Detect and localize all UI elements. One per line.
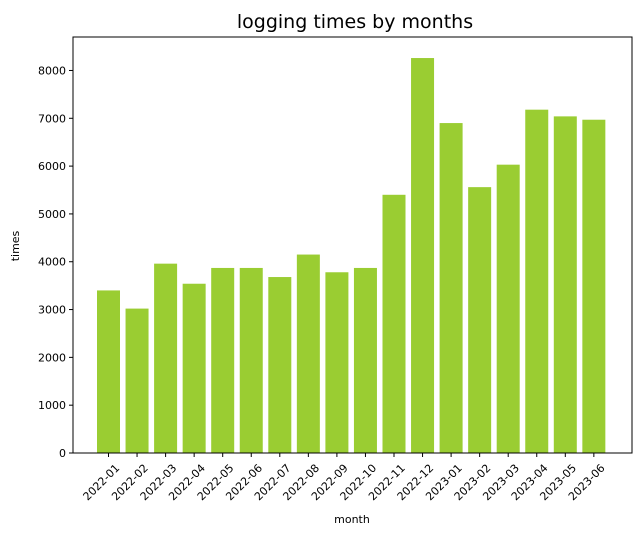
y-tick-label: 8000	[38, 64, 66, 77]
y-axis: 0 1000 2000 3000 4000 5000 6000 7000 8000	[38, 64, 73, 460]
plot-frame	[72, 36, 633, 454]
bar-2022-04	[182, 283, 206, 453]
bars-layer	[97, 58, 606, 454]
bar-2022-09	[325, 272, 349, 453]
bar-2022-01	[97, 290, 120, 453]
bar-2022-10	[353, 267, 377, 453]
bar-2022-06	[239, 267, 263, 453]
bar-2022-12	[411, 58, 435, 453]
y-tick-label: 2000	[38, 351, 66, 364]
y-tick-label: 4000	[38, 256, 66, 269]
chart-title: logging times by months	[237, 11, 473, 33]
bar-2022-05	[211, 267, 235, 453]
bar-2022-07	[268, 277, 292, 453]
bar-2022-02	[125, 308, 149, 453]
bar-2023-01	[439, 123, 463, 453]
bar-2023-04	[525, 109, 549, 454]
bar-2022-03	[154, 263, 178, 453]
y-axis-label: times	[9, 230, 22, 261]
y-tick-label: 5000	[38, 208, 66, 221]
bar-2022-08	[296, 254, 320, 453]
x-axis-label: month	[334, 513, 370, 526]
y-tick-label: 1000	[38, 399, 66, 412]
bar-2023-05	[553, 116, 577, 454]
bar-2023-06	[582, 119, 606, 453]
bar-2023-02	[468, 187, 492, 453]
y-tick-label: 0	[59, 447, 66, 460]
x-axis: 2022-012022-022022-032022-042022-052022-…	[81, 453, 608, 503]
bar-2022-11	[382, 194, 406, 454]
y-tick-label: 7000	[38, 112, 66, 125]
bar-2023-03	[496, 164, 520, 454]
y-tick-label: 3000	[38, 304, 66, 317]
y-tick-label: 6000	[38, 160, 66, 173]
